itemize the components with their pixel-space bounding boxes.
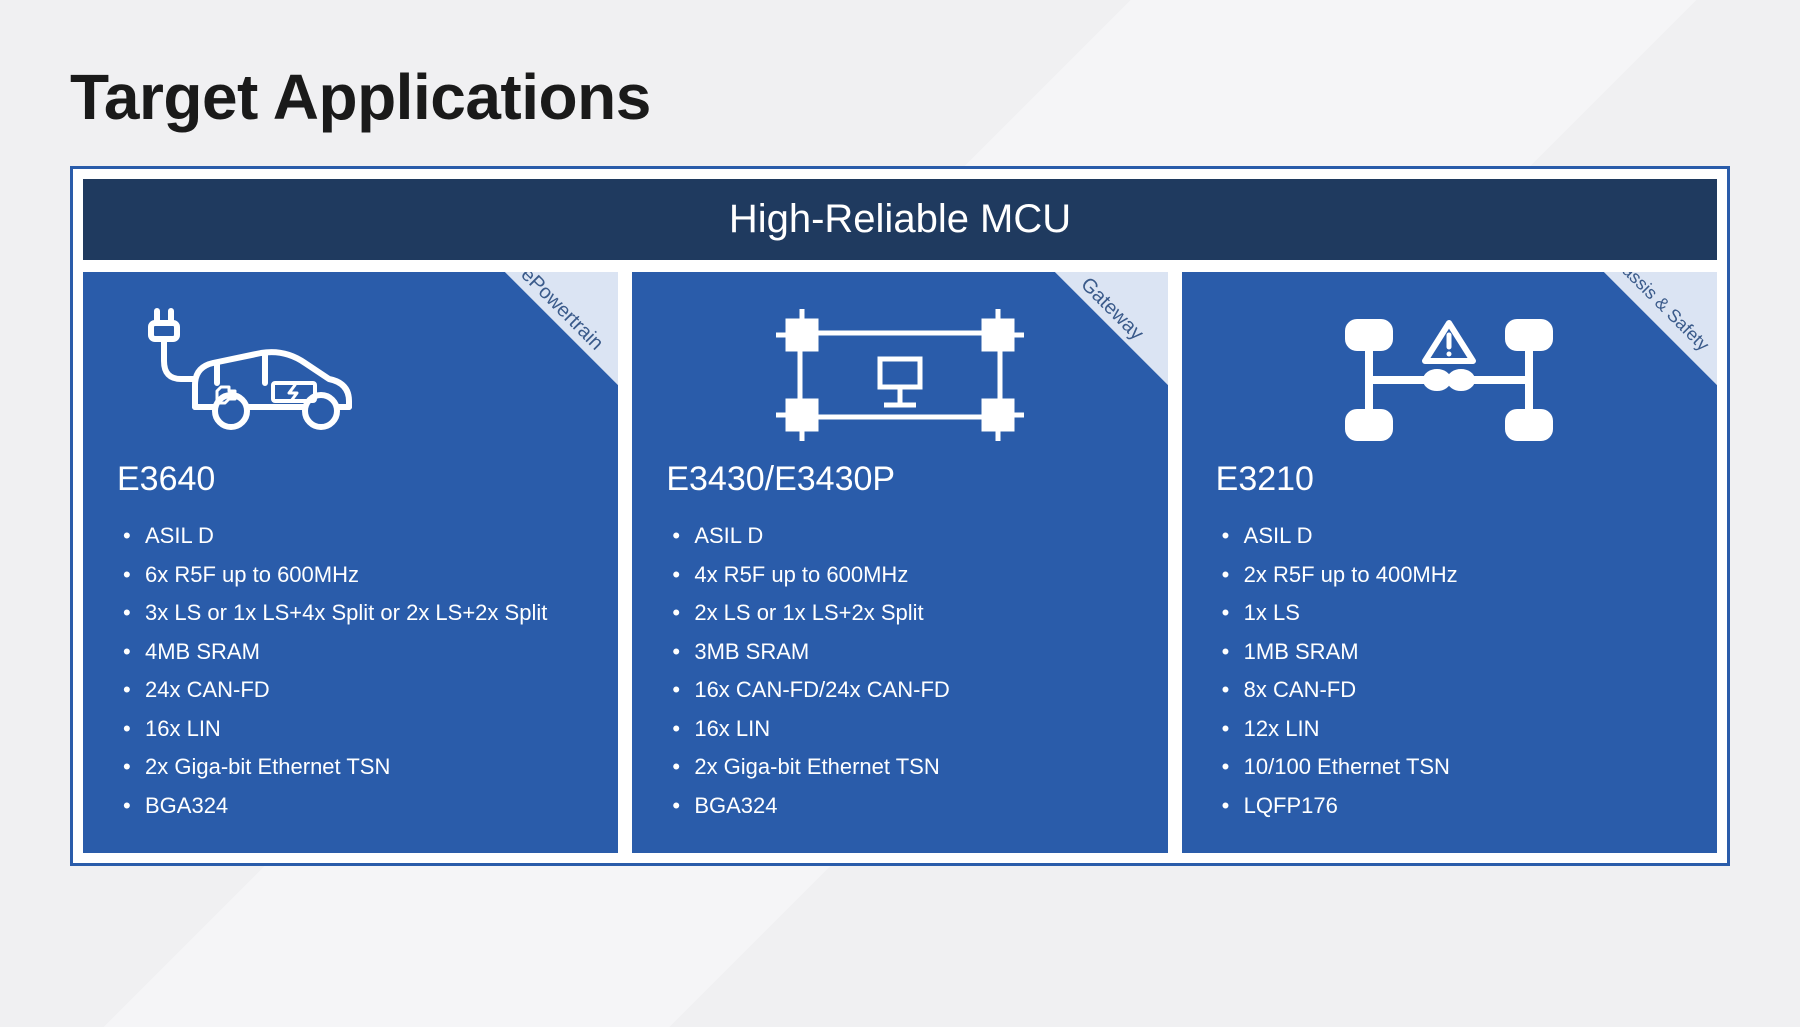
chassis-safety-icon [1216, 300, 1683, 450]
card-gateway: Gateway [632, 272, 1167, 853]
bullet-list: ASIL D 6x R5F up to 600MHz 3x LS or 1x L… [117, 517, 584, 825]
list-item: 2x LS or 1x LS+2x Split [672, 594, 1133, 633]
list-item: 4MB SRAM [123, 633, 584, 672]
list-item: 12x LIN [1222, 710, 1683, 749]
list-item: 8x CAN-FD [1222, 671, 1683, 710]
card-epowertrain: ePowertrain [83, 272, 618, 853]
list-item: LQFP176 [1222, 787, 1683, 826]
gateway-network-icon [666, 300, 1133, 450]
outer-container: High-Reliable MCU ePowertrain [70, 166, 1730, 866]
header-bar: High-Reliable MCU [83, 179, 1717, 260]
list-item: BGA324 [123, 787, 584, 826]
card-chassis-safety: Chassis & Safety [1182, 272, 1717, 853]
ev-car-icon [117, 300, 584, 450]
bullet-list: ASIL D 4x R5F up to 600MHz 2x LS or 1x L… [666, 517, 1133, 825]
card-title: E3210 [1216, 460, 1683, 499]
card-title: E3430/E3430P [666, 460, 1133, 499]
list-item: BGA324 [672, 787, 1133, 826]
list-item: 2x R5F up to 400MHz [1222, 556, 1683, 595]
list-item: 6x R5F up to 600MHz [123, 556, 584, 595]
list-item: 4x R5F up to 600MHz [672, 556, 1133, 595]
list-item: ASIL D [672, 517, 1133, 556]
list-item: 16x LIN [672, 710, 1133, 749]
list-item: 1MB SRAM [1222, 633, 1683, 672]
cards-row: ePowertrain [83, 272, 1717, 853]
list-item: 3MB SRAM [672, 633, 1133, 672]
list-item: 10/100 Ethernet TSN [1222, 748, 1683, 787]
list-item: 1x LS [1222, 594, 1683, 633]
bullet-list: ASIL D 2x R5F up to 400MHz 1x LS 1MB SRA… [1216, 517, 1683, 825]
list-item: 3x LS or 1x LS+4x Split or 2x LS+2x Spli… [123, 594, 584, 633]
list-item: 16x LIN [123, 710, 584, 749]
list-item: 2x Giga-bit Ethernet TSN [123, 748, 584, 787]
list-item: ASIL D [1222, 517, 1683, 556]
list-item: 16x CAN-FD/24x CAN-FD [672, 671, 1133, 710]
slide: Target Applications High-Reliable MCU eP… [0, 0, 1800, 1027]
list-item: ASIL D [123, 517, 584, 556]
page-title: Target Applications [70, 60, 1730, 134]
list-item: 24x CAN-FD [123, 671, 584, 710]
card-title: E3640 [117, 460, 584, 499]
list-item: 2x Giga-bit Ethernet TSN [672, 748, 1133, 787]
